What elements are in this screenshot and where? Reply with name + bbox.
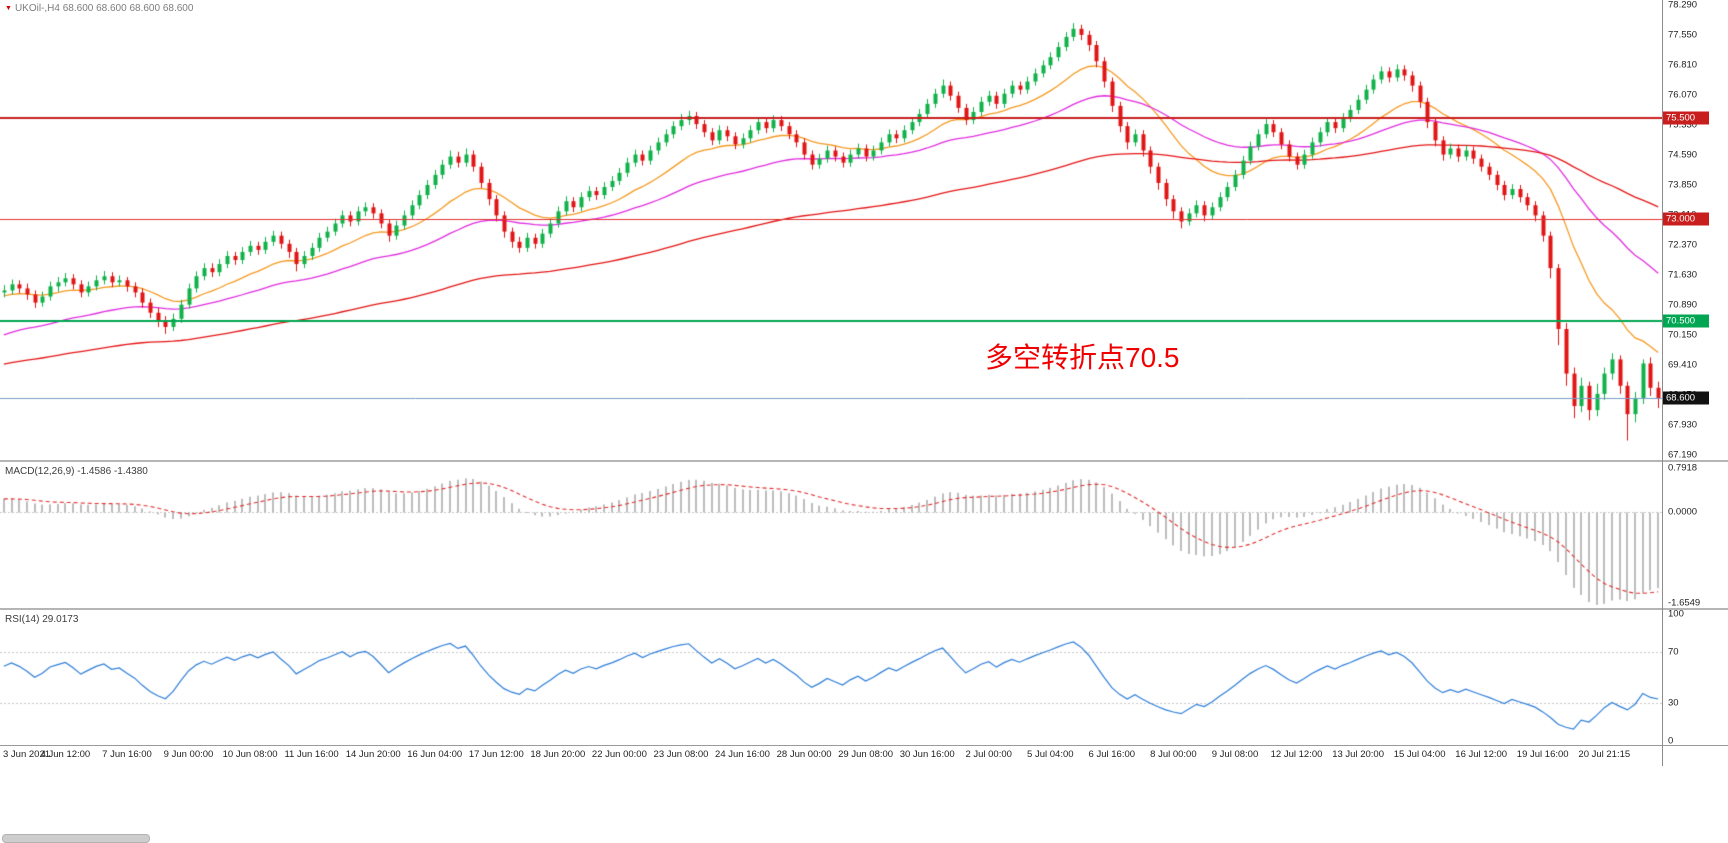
time-tick-label: 7 Jun 16:00 [102,749,152,760]
time-tick-label: 13 Jul 20:00 [1332,749,1384,760]
time-axis-separator [0,745,1728,746]
rsi-tick-label: 30 [1668,697,1679,709]
price-tick-label: 72.370 [1668,239,1698,251]
price-axis-separator [1662,0,1663,766]
time-tick-label: 17 Jun 12:00 [468,749,524,760]
price-tick-label: 71.630 [1668,269,1698,281]
price-tick-label: 76.070 [1668,89,1698,101]
horizontal-scrollbar-thumb[interactable] [2,834,150,843]
time-tick-label: 22 Jun 00:00 [591,749,647,760]
time-tick-label: 9 Jun 00:00 [163,749,214,760]
time-tick-label: 5 Jul 04:00 [1027,749,1074,760]
price-tag-support-73: 73.000 [1663,212,1709,226]
pane-divider[interactable] [0,608,1728,610]
price-tick-label: 70.150 [1668,329,1698,341]
price-tick-label: 76.810 [1668,59,1698,71]
price-tick-label: 73.850 [1668,179,1698,191]
down-tick-triangle-icon: ▼ [5,5,12,12]
price-tick-label: 77.550 [1668,29,1698,41]
time-tick-label: 6 Jul 16:00 [1088,749,1136,760]
time-tick-label: 24 Jun 16:00 [715,749,770,760]
pane-divider[interactable] [0,460,1728,462]
macd-tick-label: 0.7918 [1668,462,1698,474]
time-tick-label: 3 Jun 2021 [3,749,51,760]
price-tick-label: 67.930 [1668,419,1698,431]
rsi-tick-label: 100 [1668,608,1684,620]
time-tick-label: 11 Jun 16:00 [284,749,339,760]
time-tick-label: 9 Jul 08:00 [1211,749,1259,760]
price-tag-resistance-755: 75.500 [1663,111,1709,125]
time-tick-label: 15 Jul 04:00 [1393,749,1446,760]
price-tick-label: 78.290 [1668,0,1698,11]
macd-canvas[interactable] [0,462,1662,608]
trend-annotation-text[interactable]: 多空转折点70.5 [985,342,1180,373]
price-tick-label: 74.590 [1668,149,1698,161]
time-tick-label: 10 Jun 08:00 [222,749,278,760]
macd-tick-label: 0.0000 [1668,506,1698,518]
macd-tick-label: -1.6549 [1668,597,1701,609]
price-tick-label: 69.410 [1668,359,1698,371]
time-tick-label: 30 Jun 16:00 [899,749,955,760]
time-tick-label: 4 Jun 12:00 [40,749,91,760]
main-chart-canvas[interactable] [0,0,1662,460]
price-tick-label: 70.890 [1668,299,1698,311]
macd-label: MACD(12,26,9) -1.4586 -1.4380 [5,466,148,477]
time-tick-label: 12 Jul 12:00 [1270,749,1323,760]
time-tick-label: 19 Jul 16:00 [1516,749,1569,760]
time-tick-label: 23 Jun 08:00 [653,749,709,760]
time-tick-label: 16 Jun 04:00 [407,749,463,760]
rsi-label: RSI(14) 29.0173 [5,614,79,625]
symbol-ohlc-label: ▼ UKOil-,H4 68.600 68.600 68.600 68.600 [5,3,193,14]
time-tick-label: 28 Jun 00:00 [776,749,832,760]
time-tick-label: 18 Jun 20:00 [530,749,586,760]
time-tick-label: 2 Jul 00:00 [965,749,1012,760]
rsi-tick-label: 70 [1668,646,1679,658]
price-tag-pivot-705: 70.500 [1663,314,1709,328]
rsi-tick-label: 0 [1668,735,1674,747]
bar-ohlc-values: 68.600 68.600 68.600 68.600 [62,3,194,14]
time-tick-label: 29 Jun 08:00 [838,749,894,760]
time-tick-label: 16 Jul 12:00 [1455,749,1508,760]
time-tick-label: 8 Jul 00:00 [1150,749,1197,760]
price-tick-label: 75.330 [1668,119,1698,131]
price-tick-label: 67.190 [1668,449,1698,461]
time-tick-label: 14 Jun 20:00 [345,749,401,760]
time-tick-label: 20 Jul 21:15 [1578,749,1631,760]
rsi-canvas[interactable] [0,610,1662,745]
price-tag-current-price: 68.600 [1663,391,1709,405]
symbol-period: UKOil-,H4 [14,3,60,14]
